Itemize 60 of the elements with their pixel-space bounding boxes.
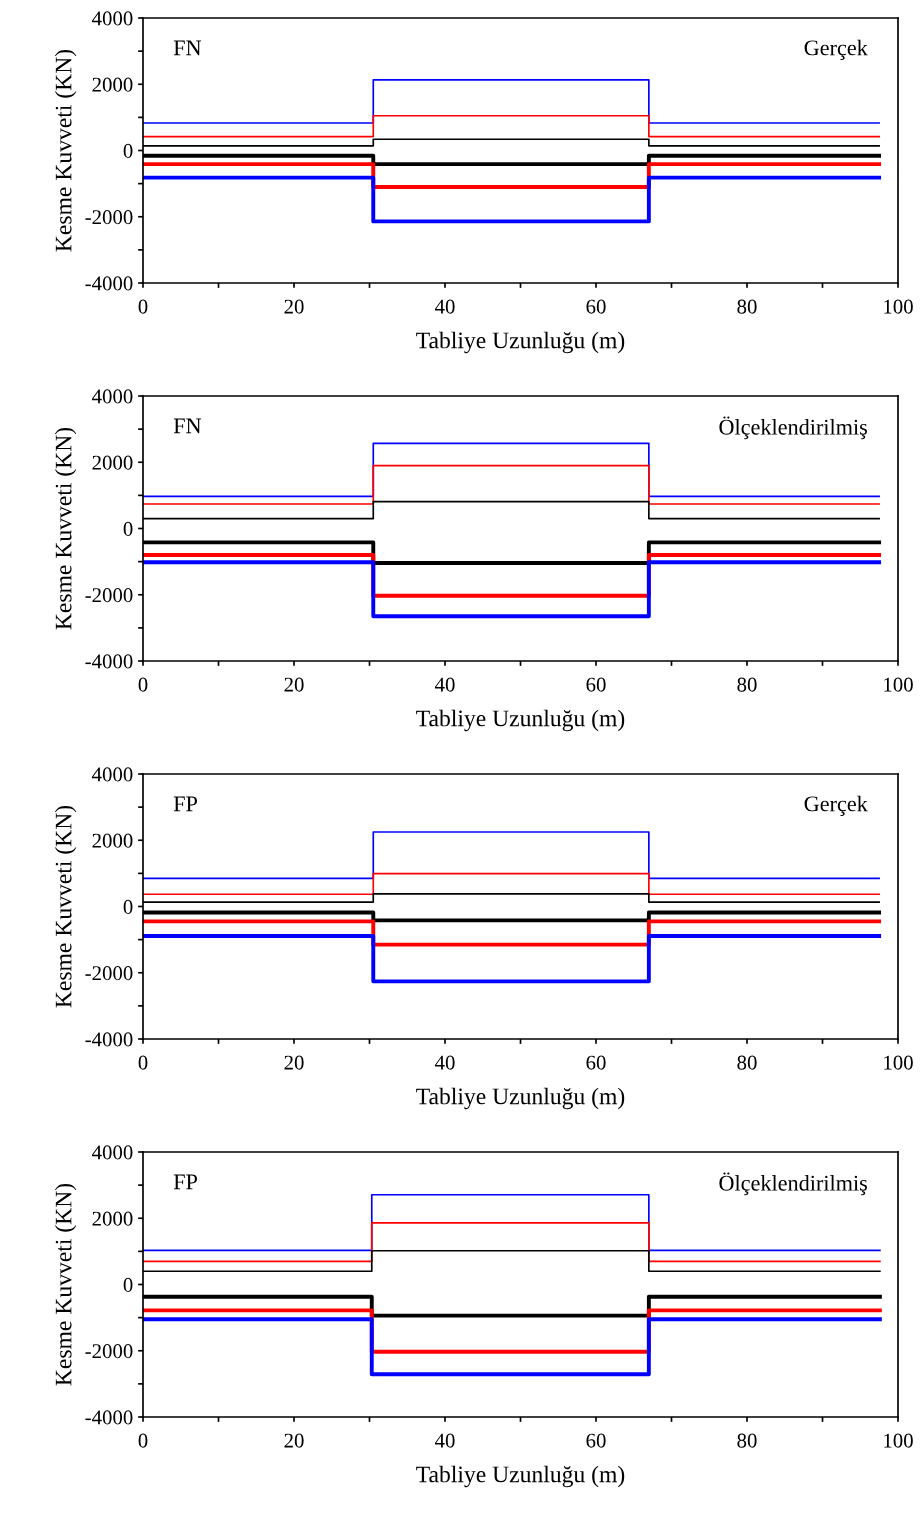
x-tick-label: 80 xyxy=(737,1433,757,1448)
x-tick-label: 40 xyxy=(434,1055,455,1070)
y-axis-title: Kesme Kuvveti (KN) xyxy=(54,1183,77,1386)
x-axis-title: Tabliye Uzunluğu (m) xyxy=(416,331,625,354)
x-tick-label: 40 xyxy=(434,299,455,314)
y-tick-label: 2000 xyxy=(92,77,133,92)
y-axis-title: Kesme Kuvveti (KN) xyxy=(54,427,77,630)
y-axis-title: Kesme Kuvveti (KN) xyxy=(54,49,77,252)
x-tick-label: 100 xyxy=(884,1055,913,1070)
x-axis-title: Tabliye Uzunluğu (m) xyxy=(416,709,625,732)
x-tick-label: 60 xyxy=(586,677,606,692)
annotation: Gerçek xyxy=(804,39,868,60)
y-tick-label: -4000 xyxy=(85,1410,133,1425)
x-tick-label: 40 xyxy=(434,1433,455,1448)
x-tick-label: 20 xyxy=(284,677,304,692)
y-tick-label: 2000 xyxy=(92,455,133,470)
x-tick-label: 80 xyxy=(737,1055,757,1070)
x-tick-label: 60 xyxy=(586,299,606,314)
y-axis-title: Kesme Kuvveti (KN) xyxy=(54,805,77,1008)
annotation: Gerçek xyxy=(804,795,868,816)
y-tick-label: 2000 xyxy=(92,1211,133,1226)
x-tick-label: 80 xyxy=(737,299,757,314)
x-tick-label: 60 xyxy=(586,1433,606,1448)
annotation: FN xyxy=(173,418,202,434)
x-tick-label: 20 xyxy=(284,1433,304,1448)
y-tick-label: 0 xyxy=(123,899,133,914)
x-tick-label: 100 xyxy=(884,677,913,692)
annotation: Ölçeklendirilmiş xyxy=(719,416,867,440)
y-tick-label: -4000 xyxy=(85,654,133,669)
y-tick-label: 4000 xyxy=(92,1145,133,1160)
y-tick-label: 0 xyxy=(123,1277,133,1292)
x-tick-label: 80 xyxy=(737,677,757,692)
y-tick-label: -4000 xyxy=(85,1032,133,1047)
y-tick-label: 4000 xyxy=(92,11,133,26)
y-tick-label: 4000 xyxy=(92,767,133,782)
y-tick-label: -2000 xyxy=(85,588,133,603)
y-tick-label: 0 xyxy=(123,521,133,536)
y-tick-label: -4000 xyxy=(85,276,133,291)
annotation: FP xyxy=(173,1174,198,1190)
y-tick-label: -2000 xyxy=(85,1344,133,1359)
y-tick-label: 2000 xyxy=(92,833,133,848)
x-tick-label: 0 xyxy=(138,299,148,314)
annotation: Ölçeklendirilmiş xyxy=(719,1172,867,1196)
x-tick-label: 40 xyxy=(434,677,455,692)
y-tick-label: 0 xyxy=(123,143,133,158)
annotation: FP xyxy=(173,796,198,812)
x-tick-label: 0 xyxy=(138,677,148,692)
x-tick-label: 100 xyxy=(884,299,913,314)
x-tick-label: 100 xyxy=(884,1433,913,1448)
annotation: FN xyxy=(173,40,202,56)
x-tick-label: 0 xyxy=(138,1433,148,1448)
x-tick-label: 20 xyxy=(284,299,304,314)
x-tick-label: 0 xyxy=(138,1055,148,1070)
x-tick-label: 60 xyxy=(586,1055,606,1070)
x-axis-title: Tabliye Uzunluğu (m) xyxy=(416,1087,625,1110)
y-tick-label: -2000 xyxy=(85,210,133,225)
y-tick-label: -2000 xyxy=(85,966,133,981)
x-axis-title: Tabliye Uzunluğu (m) xyxy=(416,1465,625,1488)
y-tick-label: 4000 xyxy=(92,389,133,404)
x-tick-label: 20 xyxy=(284,1055,304,1070)
